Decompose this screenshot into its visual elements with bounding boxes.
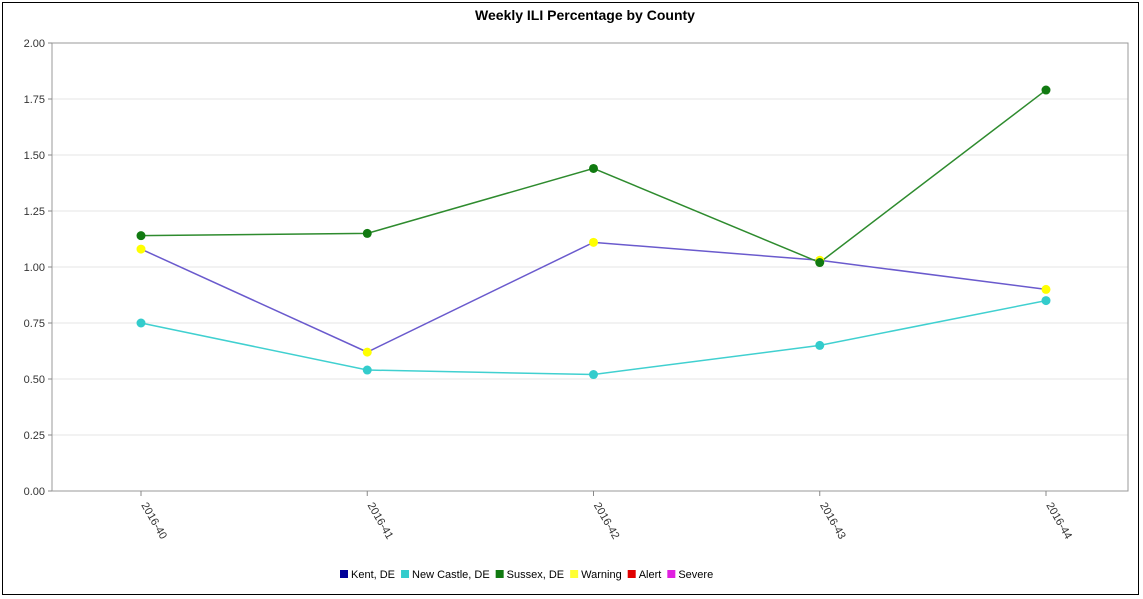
y-tick-label: 0.50 xyxy=(24,374,45,386)
legend-label: Warning xyxy=(581,569,622,581)
x-tick-label: 2016-40 xyxy=(138,501,169,542)
data-point xyxy=(136,231,146,241)
legend-swatch xyxy=(570,570,579,578)
legend-swatch xyxy=(495,570,504,578)
data-point xyxy=(1041,85,1051,95)
legend-swatch xyxy=(401,570,410,578)
x-tick-label: 2016-44 xyxy=(1043,501,1074,542)
legend-label: Kent, DE xyxy=(351,569,395,581)
legend: Kent, DE New Castle, DE Sussex, DE Warning A… xyxy=(340,569,713,581)
data-point xyxy=(362,347,372,357)
legend-label: Sussex, DE xyxy=(507,569,564,581)
y-tick-label: 2.00 xyxy=(24,38,45,50)
x-axis: 2016-40 2016-41 2016-42 2016-43 2016-44 xyxy=(138,491,1074,541)
legend-swatch xyxy=(667,570,676,578)
y-tick-label: 1.25 xyxy=(24,206,45,218)
y-axis: 0.00 0.25 0.50 0.75 1.00 1.25 1.50 1.75 2.00 xyxy=(24,38,52,498)
data-point xyxy=(589,237,598,247)
data-point xyxy=(362,228,372,238)
data-point xyxy=(589,370,598,380)
series-layer xyxy=(136,85,1051,380)
y-tick-label: 0.00 xyxy=(24,486,45,498)
data-point xyxy=(815,340,825,350)
data-point xyxy=(589,163,598,173)
series-line-2 xyxy=(140,89,1047,264)
y-tick-label: 1.00 xyxy=(24,262,45,274)
series-line-0 xyxy=(140,241,1047,353)
chart-title: Weekly ILI Percentage by County xyxy=(475,7,695,23)
y-tick-label: 0.75 xyxy=(24,318,45,330)
x-tick-label: 2016-42 xyxy=(591,501,622,542)
x-tick-label: 2016-43 xyxy=(817,501,848,542)
gridlines xyxy=(52,42,1128,492)
data-point xyxy=(815,258,825,268)
legend-swatch xyxy=(627,570,636,578)
legend-label: Severe xyxy=(678,569,713,581)
legend-label: Alert xyxy=(639,569,662,581)
legend-label: New Castle, DE xyxy=(412,569,490,581)
y-tick-label: 1.75 xyxy=(24,94,45,106)
x-tick-label: 2016-41 xyxy=(365,501,396,542)
y-tick-label: 1.50 xyxy=(24,150,45,162)
data-point xyxy=(1041,284,1051,294)
y-tick-label: 0.25 xyxy=(24,430,45,442)
data-point xyxy=(362,365,372,375)
legend-swatch xyxy=(340,570,348,578)
data-point xyxy=(1041,296,1051,306)
data-point xyxy=(136,318,146,328)
data-point xyxy=(136,244,146,254)
